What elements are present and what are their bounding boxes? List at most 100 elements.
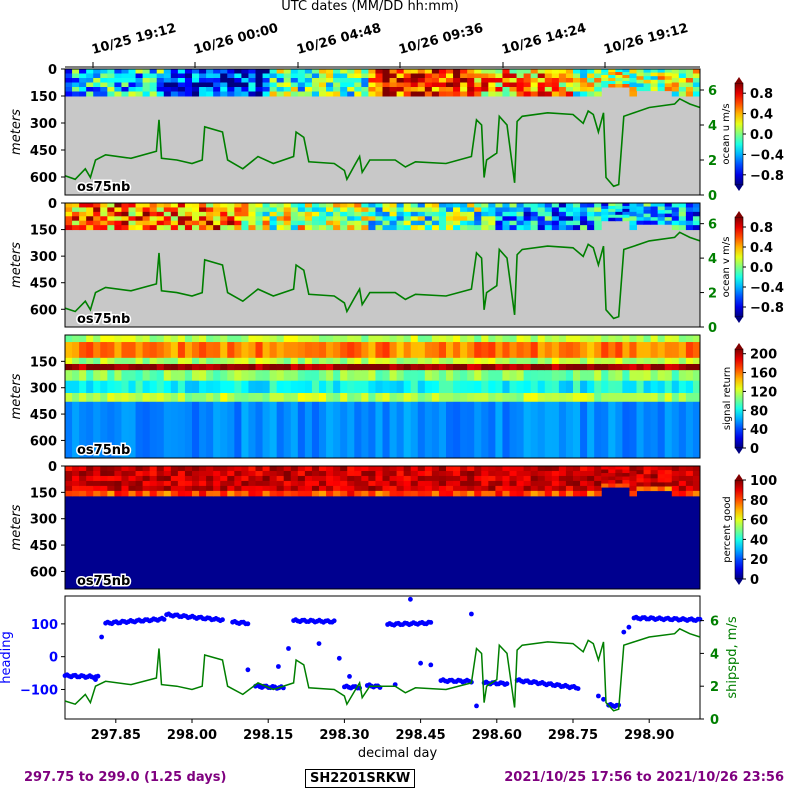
heatmap-cell	[474, 69, 482, 74]
heatmap-cell	[636, 203, 645, 208]
heatmap-cell	[220, 380, 228, 394]
heatmap-cell	[100, 401, 108, 459]
heatmap-cell	[199, 392, 207, 403]
colorbar-bottom-extension	[735, 448, 743, 454]
heatmap-cell	[269, 225, 278, 231]
heatmap-cell	[396, 480, 405, 487]
heatmap-cell	[304, 475, 313, 482]
colorbar-bottom-extension	[735, 579, 743, 585]
colorbar-tick-label: 60	[750, 514, 768, 529]
heatmap-cell	[389, 392, 398, 403]
heatmap-cell	[650, 363, 659, 371]
heatmap-cell	[290, 401, 299, 459]
heatmap-cell	[199, 466, 207, 472]
heatmap-cell	[573, 342, 581, 359]
heatmap-cell	[453, 401, 461, 459]
heatmap-cell	[248, 203, 256, 208]
heatmap-cell	[199, 220, 207, 226]
heatmap-cell	[573, 203, 581, 208]
heatmap-cell	[685, 82, 694, 88]
heatmap-cell	[565, 363, 574, 371]
heatmap-cell	[643, 76, 652, 81]
heatmap-cell	[114, 87, 122, 92]
heatmap-cell	[523, 466, 532, 472]
heatmap-cell	[121, 485, 129, 492]
heatmap-cell	[587, 342, 595, 359]
right-tick-label: 4	[708, 119, 717, 134]
heatmap-cell	[615, 466, 623, 471]
heatmap-cell	[438, 392, 447, 403]
heatmap-cell	[79, 335, 87, 343]
heatmap-cell	[530, 466, 539, 472]
heatmap-cell	[431, 87, 440, 92]
heatmap-cell	[650, 466, 659, 471]
heatmap-cell	[495, 357, 503, 365]
heatmap-cell	[495, 220, 503, 226]
heatmap-cell	[502, 490, 510, 497]
heatmap-cell	[495, 363, 503, 371]
heatmap-cell	[79, 490, 87, 497]
heatmap-cell	[199, 342, 207, 359]
heatmap-cell	[396, 203, 405, 208]
y-tick-label: 600	[30, 434, 57, 449]
y-tick-label: 450	[30, 144, 57, 159]
heatmap-cell	[156, 401, 165, 459]
heatmap-cell	[460, 203, 468, 208]
heatmap-cell	[142, 480, 151, 487]
heatmap-cell	[474, 335, 482, 343]
heatmap-cell	[311, 69, 320, 74]
heatmap-cell	[678, 220, 687, 226]
heatmap-cell	[431, 73, 440, 79]
heatmap-cell	[502, 370, 510, 382]
heatmap-cell	[474, 203, 482, 208]
heatmap-cell	[410, 480, 419, 487]
heatmap-cell	[410, 370, 419, 382]
heatmap-cell	[692, 470, 701, 477]
heatmap-cell	[573, 475, 581, 482]
heatmap-cell	[199, 490, 207, 497]
heatmap-cell	[580, 380, 588, 394]
heatmap-cell	[170, 490, 179, 497]
heatmap-cell	[488, 87, 496, 92]
heading-point	[245, 667, 251, 673]
heatmap-cell	[262, 475, 271, 482]
heatmap-cell	[114, 335, 122, 343]
heatmap-cell	[283, 335, 292, 343]
heatmap-cell	[424, 485, 433, 492]
heatmap-cell	[114, 401, 122, 459]
heatmap-cell	[283, 490, 292, 497]
heatmap-cell	[135, 207, 144, 213]
heatmap-cell	[206, 392, 214, 403]
heatmap-cell	[192, 82, 200, 88]
heatmap-cell	[354, 225, 362, 231]
heatmap-cell	[481, 91, 489, 97]
heatmap-cell	[170, 225, 179, 231]
heatmap-cell	[114, 466, 122, 472]
heatmap-cell	[79, 363, 87, 371]
heatmap-cell	[121, 87, 129, 92]
heatmap-cell	[523, 470, 532, 477]
heatmap-cell	[396, 401, 405, 459]
heatmap-cell	[142, 363, 151, 371]
heatmap-cell	[460, 78, 468, 83]
heatmap-cell	[199, 480, 207, 487]
heatmap-cell	[530, 470, 539, 477]
heatmap-cell	[650, 72, 659, 77]
heatmap-cell	[551, 335, 560, 343]
heatmap-cell	[671, 480, 680, 487]
heatmap-cell	[636, 363, 645, 371]
heatmap-cell	[558, 370, 567, 382]
heatmap-cell	[396, 335, 405, 343]
heatmap-cell	[290, 380, 299, 394]
heatmap-cell	[516, 220, 525, 226]
heatmap-cell	[213, 466, 221, 472]
heatmap-cell	[502, 470, 510, 477]
heatmap-cell	[255, 69, 264, 74]
heatmap-cell	[396, 87, 405, 92]
heatmap-cell	[516, 216, 525, 222]
heatmap-cell	[311, 91, 320, 97]
heatmap-cell	[509, 401, 518, 459]
heatmap-cell	[354, 335, 362, 343]
heatmap-cell	[206, 363, 214, 371]
heatmap-cell	[474, 370, 482, 382]
